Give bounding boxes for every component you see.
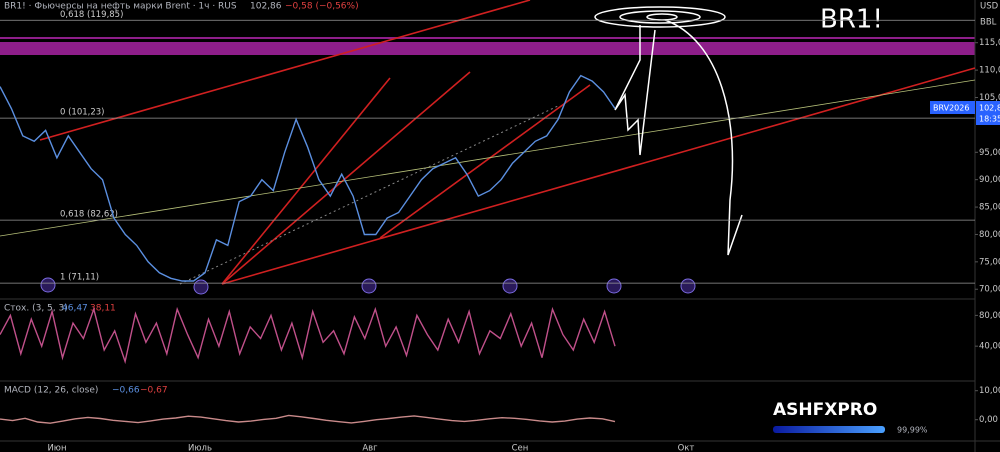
unit: BBL xyxy=(980,18,997,28)
fib-label: 0,618 (119,85) xyxy=(60,10,123,20)
pane-value: −0,67 xyxy=(140,386,168,396)
price-line xyxy=(0,74,616,282)
y-tick-label: 80,00 xyxy=(979,230,1000,240)
x-tick-label: Окт xyxy=(678,444,695,452)
y-tick-label: 110,00 xyxy=(979,66,1000,76)
fib-diagonal xyxy=(179,104,561,285)
symbol-tag: BRV2026 xyxy=(933,104,969,113)
y-tick-label: 95,00 xyxy=(979,148,1000,158)
pane-title: MACD (12, 26, close) xyxy=(4,386,98,396)
pane-value: 38,11 xyxy=(90,304,116,314)
y-tick-label: 105,0 xyxy=(979,93,1000,103)
y-tick-label: 85,00 xyxy=(979,203,1000,213)
price-change: −0,58 (−0,56%) xyxy=(285,2,359,12)
y-tick-label: 70,00 xyxy=(979,285,1000,295)
progress-label: 99,99% xyxy=(897,426,928,435)
y-tick-label: 40,00 xyxy=(979,342,1000,352)
price-tag-bg xyxy=(976,101,1000,125)
y-tick-label: 10,00 xyxy=(979,386,1000,396)
y-tick-label: 90,00 xyxy=(979,175,1000,185)
symbol-tag-bg xyxy=(930,101,975,114)
price-line xyxy=(0,306,616,365)
last-price: 102,86 xyxy=(250,2,282,12)
pane-title: Стох. (3, 5, 3) xyxy=(4,304,68,314)
fib-label: 0,618 (82,62) xyxy=(60,210,118,220)
trend-lines xyxy=(39,0,976,285)
x-tick-label: Сен xyxy=(512,444,529,452)
y-tick-label: 75,00 xyxy=(979,257,1000,267)
pane-value: −0,66 xyxy=(112,386,140,396)
pane-value: 46,47 xyxy=(62,304,88,314)
x-tick-label: Июль xyxy=(188,444,212,452)
progress-bar xyxy=(773,426,885,433)
x-tick-label: Авг xyxy=(362,444,378,452)
symbol-title: BR1! · Фьючерсы на нефть марки Brent · 1… xyxy=(4,2,237,12)
price-line xyxy=(0,414,616,424)
event-icons xyxy=(40,277,696,295)
guide-line xyxy=(0,79,976,237)
resistance-zone xyxy=(0,42,975,55)
countdown: 18:35 xyxy=(979,115,1000,124)
overlay-title: BR1! xyxy=(820,5,883,35)
watermark-brand: ASHFXPRO xyxy=(773,400,877,420)
price-tag: 102,8 xyxy=(979,104,1000,113)
y-tick-label: 115,00 xyxy=(979,38,1000,48)
x-tick-label: Июн xyxy=(47,444,66,452)
y-tick-label: 80,00 xyxy=(979,311,1000,321)
y-tick-label: 0,00 xyxy=(979,415,998,425)
currency: USD xyxy=(980,2,999,12)
fib-label: 0 (101,23) xyxy=(60,108,104,118)
fib-label: 1 (71,11) xyxy=(60,273,99,283)
